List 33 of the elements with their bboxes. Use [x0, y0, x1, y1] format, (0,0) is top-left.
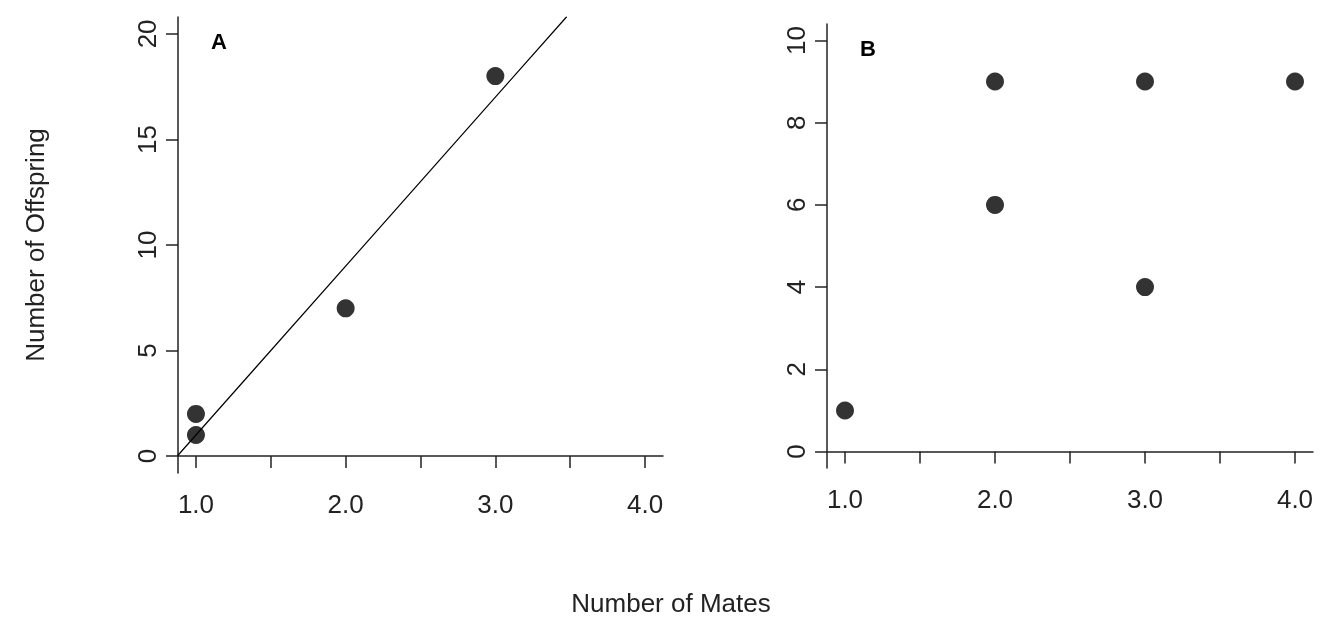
y-tick-label: 10 — [132, 230, 162, 260]
y-tick-label: 0 — [132, 448, 162, 464]
y-tick-label: 20 — [132, 19, 162, 49]
y-tick-label: 2 — [781, 362, 811, 377]
text: B — [860, 35, 876, 61]
point — [1136, 72, 1154, 91]
point — [836, 401, 854, 420]
x-tick-label: 4.0 — [626, 489, 664, 519]
point — [486, 67, 505, 86]
point — [186, 404, 205, 423]
x-tick-label: 2.0 — [976, 484, 1014, 514]
x-tick-label: 1.0 — [826, 484, 864, 514]
point — [1286, 72, 1304, 91]
y-tick-label: 15 — [132, 124, 162, 154]
point — [986, 195, 1004, 214]
x-tick-label: 3.0 — [477, 489, 514, 519]
y-tick-label: 5 — [132, 343, 162, 358]
y-tick-label: 6 — [781, 197, 811, 213]
y-tick-label: 10 — [781, 25, 811, 55]
x-tick-label: 3.0 — [1126, 484, 1164, 514]
point — [1136, 278, 1154, 297]
y-axis-title: Number of Offspring — [20, 128, 50, 362]
text: A — [211, 28, 227, 54]
y-tick-label: 8 — [781, 115, 811, 130]
y-tick-label: 4 — [781, 279, 811, 295]
point — [986, 72, 1004, 91]
x-tick-label: 1.0 — [177, 489, 215, 519]
point — [336, 299, 355, 318]
point — [186, 426, 205, 444]
x-tick-label: 4.0 — [1276, 484, 1314, 514]
x-tick-label: 2.0 — [327, 489, 364, 519]
y-tick-label: 0 — [781, 444, 811, 459]
x-axis-title: Number of Mates — [570, 588, 772, 619]
